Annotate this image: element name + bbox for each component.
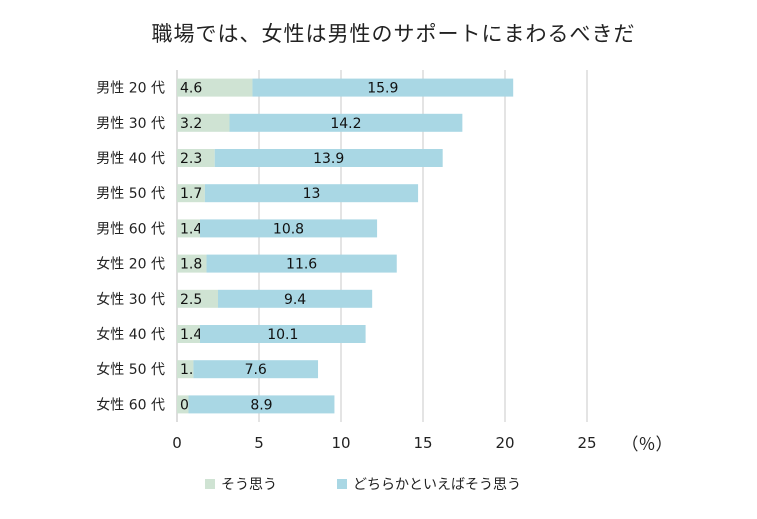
data-label: 10.1 [267, 327, 298, 343]
bar-segment [177, 289, 218, 308]
data-label: 10.8 [273, 221, 304, 237]
bar-segment [177, 184, 205, 203]
bar-segment [188, 395, 335, 414]
x-tick-label: 10 [331, 434, 350, 452]
data-label: 13.9 [313, 151, 344, 167]
data-label: 2.5 [180, 292, 202, 308]
category-label: 男性 20 代 [96, 81, 165, 97]
bar-segment [252, 78, 514, 97]
data-label: 1.4 [180, 327, 202, 343]
category-label: 女性 40 代 [96, 326, 165, 343]
bar-segment [229, 113, 463, 132]
category-label: 男性 60 代 [96, 221, 165, 237]
x-tick-label: 20 [495, 434, 514, 452]
bar-segment [204, 184, 419, 203]
bar-segment [177, 219, 200, 238]
bar-segment [177, 113, 230, 132]
data-label: 11.6 [286, 257, 317, 273]
legend-label-agree: そう思う [221, 477, 277, 493]
category-label: 女性 60 代 [96, 396, 165, 413]
data-label: 15.9 [367, 81, 398, 97]
category-label: 女性 20 代 [96, 256, 165, 273]
data-label: 13 [303, 186, 321, 202]
bar-segment [199, 325, 366, 343]
data-label: 3.2 [180, 116, 202, 132]
bar-segment [177, 149, 215, 167]
category-label: 男性 40 代 [96, 151, 165, 167]
x-tick-label: 5 [254, 434, 264, 452]
legend-item-agree: そう思う [205, 474, 277, 494]
bar-segment [177, 395, 189, 414]
data-label: 14.2 [330, 116, 361, 132]
bar-segment [177, 254, 207, 273]
bar-segment [177, 325, 200, 343]
legend-item-somewhat-agree: どちらかといえばそう思う [337, 474, 521, 494]
data-label: 1.4 [180, 221, 202, 237]
data-label: 4.6 [180, 81, 202, 97]
bar-segment [218, 289, 373, 308]
x-unit-label: （％） [622, 435, 673, 455]
legend-label-somewhat-agree: どちらかといえばそう思う [353, 477, 521, 493]
data-label: 8.9 [250, 397, 272, 413]
data-label: 1.8 [180, 257, 202, 273]
bar-segment [177, 78, 253, 97]
x-tick-label: 15 [413, 434, 432, 452]
bar-segment [177, 360, 194, 379]
category-label: 女性 30 代 [96, 291, 165, 308]
legend-swatch-agree [205, 479, 215, 489]
bar-segment [206, 254, 397, 273]
chart-title: 職場では、女性は男性のサポートにまわるべきだ [151, 22, 636, 46]
bar-segment [193, 360, 319, 379]
data-label: 1.7 [180, 186, 202, 202]
category-label: 男性 50 代 [96, 186, 165, 202]
x-tick-label: 25 [577, 434, 596, 452]
category-label: 女性 50 代 [96, 361, 165, 378]
bar-segment [214, 149, 443, 167]
x-tick-label: 0 [172, 434, 182, 452]
data-label: 2.3 [180, 151, 202, 167]
bar-segment [199, 219, 378, 238]
legend: そう思う どちらかといえばそう思う [205, 474, 521, 494]
legend-swatch-somewhat-agree [337, 479, 347, 489]
category-label: 男性 30 代 [96, 116, 165, 132]
data-label: 7.6 [245, 362, 267, 378]
data-label: 9.4 [284, 292, 306, 308]
